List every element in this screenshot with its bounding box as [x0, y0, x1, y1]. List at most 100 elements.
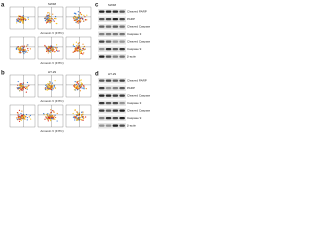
event-dot [19, 90, 21, 92]
event-dot [86, 14, 88, 16]
blot-strip [98, 115, 126, 121]
event-dot [78, 118, 80, 120]
dot-plot [44, 80, 57, 91]
event-dot [44, 88, 47, 90]
panel-label: c [95, 3, 99, 9]
event-dot [50, 86, 52, 88]
event-dot [49, 21, 51, 23]
event-dot [81, 116, 83, 118]
event-dot [25, 45, 28, 47]
event-dot [80, 119, 83, 121]
dot-plot [44, 12, 58, 25]
event-dot [46, 115, 49, 117]
blot-band [99, 55, 105, 58]
event-dot [47, 19, 49, 21]
event-dot [77, 87, 80, 89]
event-dot [75, 47, 77, 49]
event-dot [19, 46, 22, 49]
blot-band [112, 33, 119, 36]
event-dot [46, 17, 48, 19]
blot-band [119, 87, 125, 90]
event-dot [82, 118, 84, 120]
protein-label: Caspase 9 [127, 47, 142, 51]
event-dot [47, 49, 49, 51]
event-dot [25, 50, 27, 52]
event-dot [75, 13, 77, 15]
blot-band [119, 117, 125, 120]
event-dot [22, 50, 24, 52]
event-dot [54, 46, 56, 49]
event-dot [20, 83, 23, 85]
event-dot [21, 45, 23, 47]
protein-label: β-actin [127, 124, 136, 128]
event-dot [85, 116, 87, 118]
event-dot [47, 113, 49, 115]
event-dot [24, 17, 26, 20]
axis-label: Annexin V (FITC) [40, 61, 63, 65]
event-dot [16, 118, 18, 120]
event-dot [46, 85, 48, 87]
event-dot [18, 120, 21, 122]
blot-band [105, 18, 112, 21]
event-dot [49, 85, 52, 87]
protein-label: Cleaved Caspase 3 [127, 94, 150, 98]
event-dot [18, 18, 20, 20]
event-dot [29, 114, 31, 117]
event-dot [80, 14, 83, 16]
blot-strip [98, 123, 126, 129]
protein-label: Caspase 9 [127, 116, 142, 120]
event-dot [74, 109, 76, 112]
event-dot [51, 82, 54, 84]
blot-band [99, 87, 105, 90]
event-dot [80, 83, 82, 85]
event-dot [52, 87, 54, 89]
blot-band [105, 94, 112, 97]
blot-band [119, 94, 125, 97]
event-dot [49, 18, 51, 20]
event-dot [47, 88, 49, 90]
event-dot [56, 120, 58, 122]
event-dot [52, 84, 54, 86]
event-dot [76, 49, 78, 51]
event-dot [72, 116, 75, 118]
event-dot [83, 52, 85, 54]
event-dot [53, 49, 55, 51]
protein-label: Cleaved Caspase 9 [127, 109, 150, 113]
event-dot [82, 48, 84, 50]
blot-band [112, 18, 119, 21]
blot-band [99, 33, 105, 36]
blot-band [105, 48, 112, 51]
event-dot [79, 47, 82, 49]
blot-strip [98, 9, 126, 15]
event-dot [15, 47, 17, 49]
event-dot [77, 112, 79, 115]
event-dot [48, 20, 50, 22]
event-dot [78, 112, 81, 114]
event-dot [48, 14, 50, 16]
event-dot [20, 112, 22, 115]
event-dot [77, 83, 79, 85]
event-dot [77, 50, 79, 52]
event-dot [49, 50, 51, 52]
event-dot [78, 85, 80, 87]
event-dot [79, 85, 81, 87]
blot-strip [98, 85, 126, 91]
event-dot [27, 85, 29, 88]
event-dot [53, 85, 55, 87]
event-dot [17, 84, 19, 86]
event-dot [20, 88, 22, 91]
event-dot [49, 13, 51, 15]
protein-label: Cleaved PARP [127, 79, 147, 83]
event-dot [78, 42, 80, 44]
event-dot [84, 19, 86, 21]
protein-label: PARP [127, 86, 135, 90]
event-dot [27, 17, 29, 19]
blot-band [105, 87, 112, 90]
event-dot [23, 53, 25, 55]
blot-band [119, 79, 125, 82]
protein-label: Cleaved Caspase 9 [127, 40, 150, 44]
event-dot [17, 47, 20, 49]
event-dot [74, 48, 76, 51]
event-dot [52, 50, 54, 52]
event-dot [75, 87, 77, 89]
